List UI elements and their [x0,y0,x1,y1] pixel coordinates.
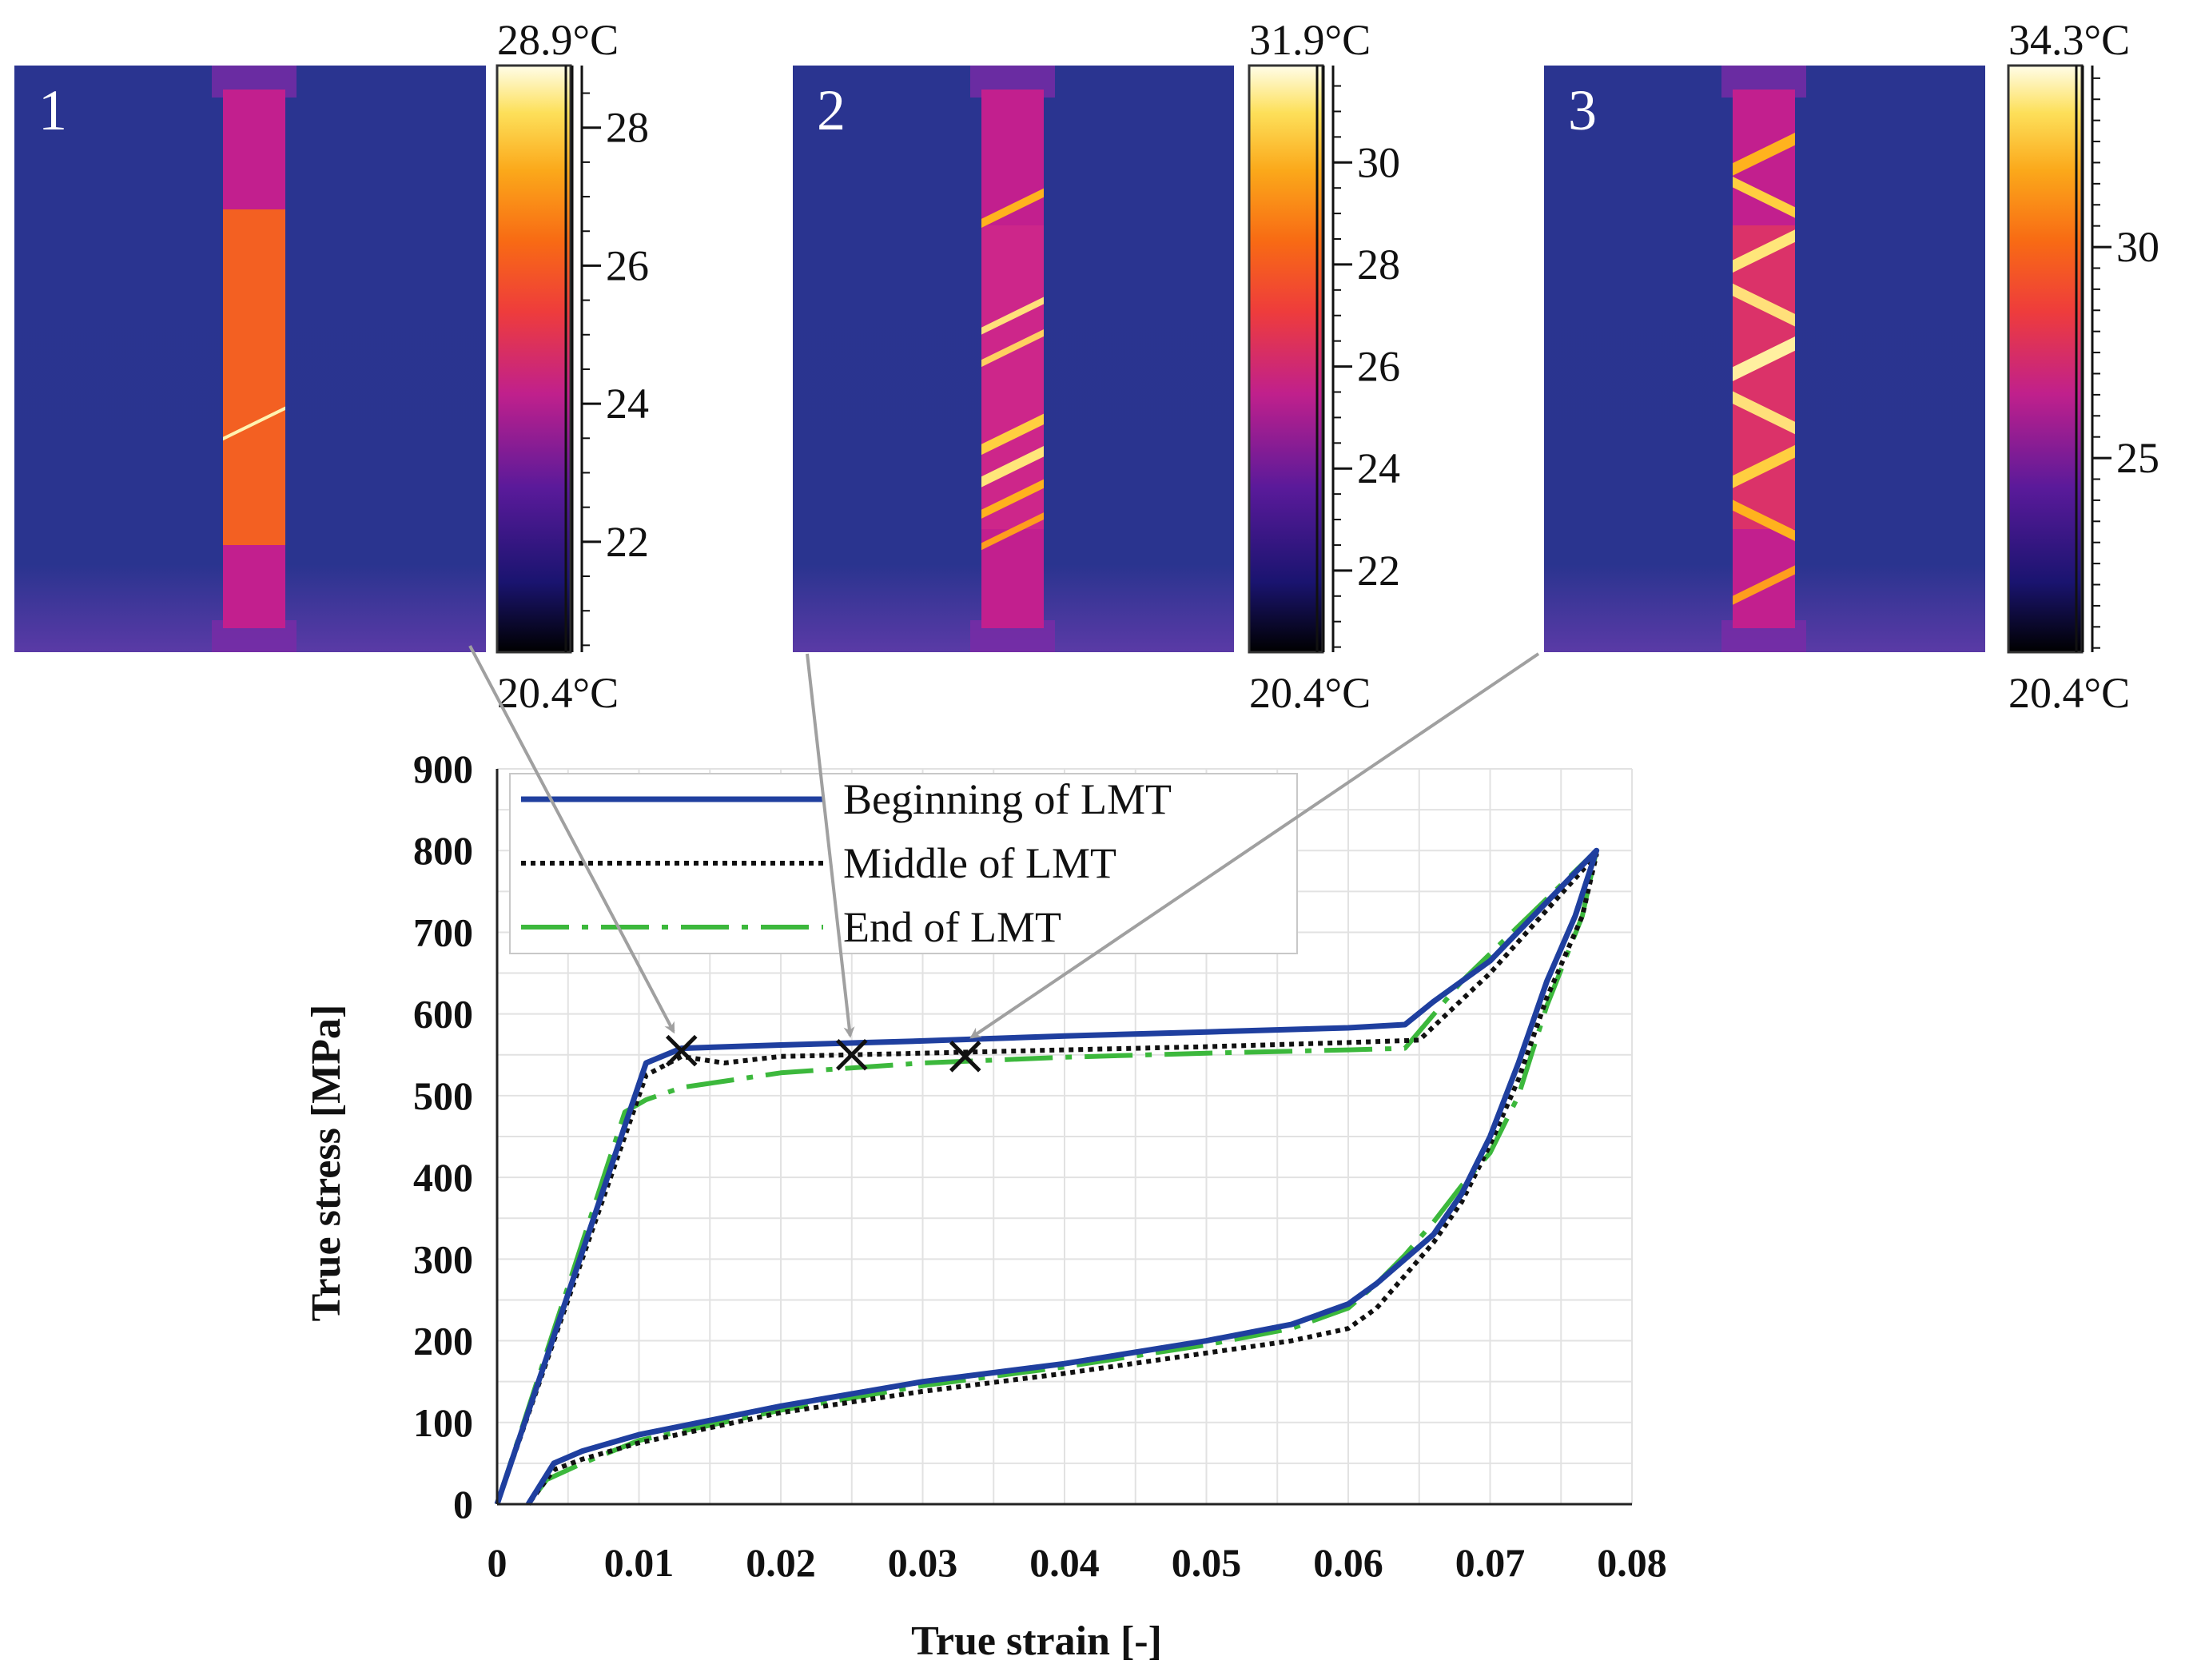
legend-box [509,773,1298,954]
y-tick-label: 800 [413,828,473,873]
hot-band [1733,336,1795,382]
lmt-marker [665,1034,698,1067]
scale-min-label: 20.4°C [2008,669,2130,717]
color-scale-bar [1248,64,1324,654]
series-dashdot-line [495,848,1599,1506]
annotation-arrow [468,645,675,1034]
y-tick-label: 300 [413,1236,473,1281]
scale-max-label: 31.9°C [1249,16,1371,64]
x-tick-label: 0.01 [604,1540,675,1585]
scale-tick-label: 28 [1357,241,1400,289]
x-tick-label: 0.06 [1313,1540,1383,1585]
legend-label: Middle of LMT [843,839,1116,887]
hot-band [981,512,1044,551]
scale-min-label: 20.4°C [497,669,619,717]
lmt-marker [835,1039,868,1071]
scale-max-label: 28.9°C [497,16,619,64]
hot-band [223,406,285,441]
hot-band [981,446,1044,488]
y-axis-label: True stress [MPa] [304,1005,349,1322]
stress-strain-chart: 0 0.01 0.02 0.03 0.04 0.05 0.06 0.07 0.08 0 100 200… [304,746,1667,1664]
scale-tick-label: 25 [2116,434,2159,482]
lmt-marker [949,1041,981,1073]
y-tick-label: 400 [413,1155,473,1200]
series-solid-line [494,847,1600,1506]
y-tick-label: 600 [413,992,473,1037]
scale-max-label: 34.3°C [2008,16,2130,64]
chart-series [494,847,1600,1506]
panel-number: 1 [38,78,67,142]
legend-label: End of LMT [843,903,1061,951]
scale-min-label: 20.4°C [1249,669,1371,717]
color-scale-bar [2007,64,2084,654]
x-tick-label: 0.04 [1029,1540,1100,1585]
hot-band [1733,565,1795,605]
annotation-arrows [468,645,1540,1039]
hot-band [981,413,1044,456]
panel-number: 3 [1568,78,1597,142]
scale-tick-label: 26 [606,241,649,289]
hot-band [1733,391,1795,435]
x-axis-label: True strain [-] [911,1618,1162,1664]
chart-axes [496,769,1632,1506]
panel-number: 2 [817,78,846,142]
hot-band [1733,283,1795,327]
hot-band [981,297,1044,335]
y-tick-label: 0 [453,1482,473,1527]
hot-band [1733,444,1795,488]
thermogram-1: 1 28 26 24 22 28.9°C 20.4°C [14,16,649,717]
hot-band [1733,500,1795,541]
scale-tick-label: 30 [1357,138,1400,186]
y-tick-label: 700 [413,910,473,954]
x-tick-label: 0.02 [746,1540,816,1585]
x-tick-label: 0.07 [1455,1540,1526,1585]
x-tick-label: 0.08 [1597,1540,1667,1585]
hot-band [1733,229,1795,273]
chart-tick-labels: 0 0.01 0.02 0.03 0.04 0.05 0.06 0.07 0.08 0 100 200… [413,746,1667,1585]
x-tick-label: 0.05 [1172,1540,1242,1585]
hot-band [981,328,1044,368]
scale-tick-label: 28 [606,104,649,152]
annotation-arrow [969,652,1540,1039]
annotation-arrow [806,653,855,1038]
y-tick-label: 500 [413,1073,473,1118]
scale-tick-label: 22 [606,518,649,566]
thermogram-2: 2 30 28 26 24 22 31.9°C 20.4°C [793,16,1400,717]
y-tick-label: 200 [413,1319,473,1364]
chart-legend: Beginning of LMT Middle of LMT End of LMT [509,773,1298,954]
hot-band [981,479,1044,519]
thermogram-panels: 1 28 26 24 22 28.9°C 20.4°C 2 30 28 26 24 22 31.9°C 20… [14,16,2159,717]
x-tick-label: 0.03 [888,1540,958,1585]
y-tick-label: 900 [413,746,473,791]
scale-tick-label: 30 [2116,223,2159,271]
scale-tick-label: 24 [606,380,649,428]
series-dotted-line [495,852,1599,1506]
hot-band [1733,177,1795,218]
thermogram-3: 3 30 25 34.3°C 20.4°C [1544,16,2159,717]
y-tick-label: 100 [413,1400,473,1445]
chart-markers [665,1034,981,1073]
scale-tick-label: 22 [1357,547,1400,595]
color-scale-bar [496,64,572,654]
scale-tick-label: 24 [1357,444,1400,492]
x-tick-label: 0 [488,1540,507,1585]
hot-band [981,188,1044,228]
scale-tick-label: 26 [1357,343,1400,391]
hot-band [1733,132,1795,176]
legend-label: Beginning of LMT [843,775,1172,823]
